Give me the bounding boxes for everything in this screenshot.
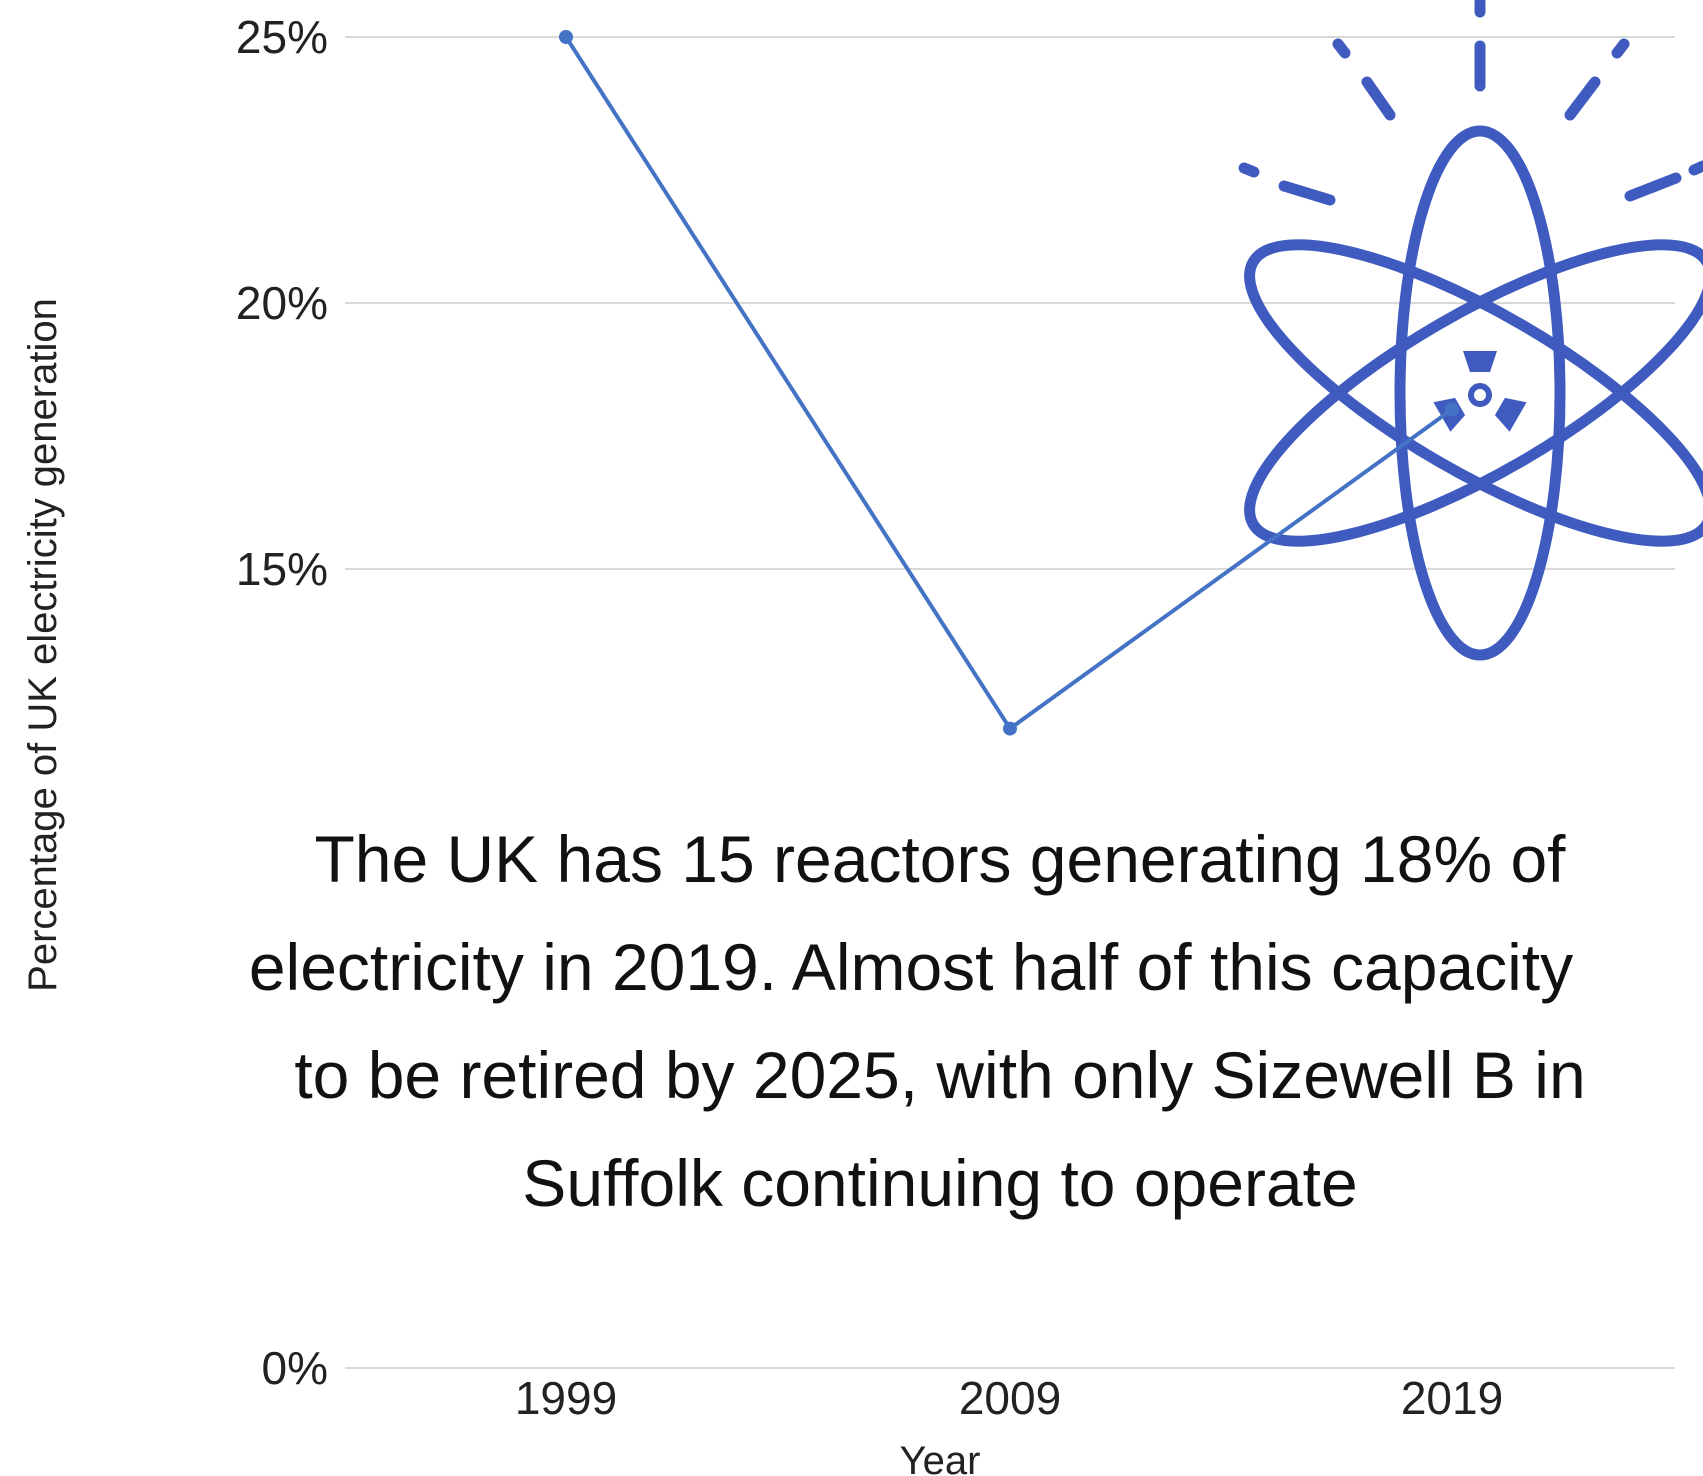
data-point: [559, 30, 573, 44]
x-tick-label: 2019: [1401, 1372, 1503, 1424]
annotation-line-1: The UK has 15 reactors generating 18% of: [314, 822, 1566, 896]
y-axis-title: Percentage of UK electricity generation: [21, 298, 65, 992]
y-tick-label: 20%: [236, 277, 328, 329]
y-tick-label: 0%: [262, 1342, 328, 1394]
x-axis-title: Year: [900, 1439, 981, 1476]
y-tick-labels: 0% 15% 20% 25%: [236, 11, 328, 1394]
annotation-line-4: Suffolk continuing to operate: [522, 1146, 1357, 1220]
y-tick-label: 15%: [236, 543, 328, 595]
annotation-line-3: to be retired by 2025, with only Sizewel…: [294, 1038, 1585, 1112]
x-tick-label: 2009: [959, 1372, 1061, 1424]
data-point: [1445, 402, 1459, 417]
data-points: [559, 30, 1459, 736]
annotation-text: The UK has 15 reactors generating 18% of…: [249, 822, 1586, 1220]
y-tick-label: 25%: [236, 11, 328, 63]
data-point: [1003, 721, 1017, 736]
x-tick-label: 1999: [515, 1372, 617, 1424]
annotation-line-2: electricity in 2019. Almost half of this…: [249, 930, 1573, 1004]
atom-radiation-icon: [1238, 0, 1703, 661]
x-tick-labels: 1999 2009 2019: [515, 1372, 1503, 1424]
